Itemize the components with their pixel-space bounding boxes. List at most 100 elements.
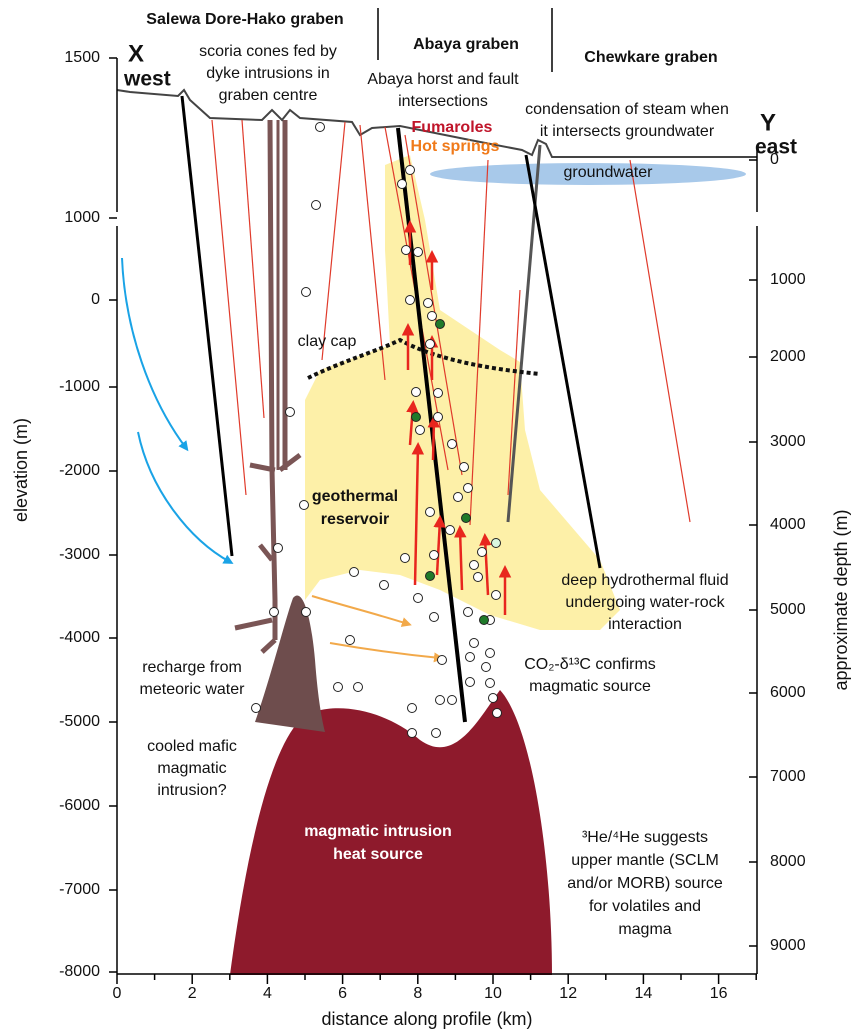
sample-point [270,608,279,617]
groundwater-label: groundwater [564,164,654,181]
sample-point [408,704,417,713]
annotation: for volatiles and [589,898,701,915]
sample-point [406,296,415,305]
sample-point [416,426,425,435]
sample-point [252,704,261,713]
annotation: graben centre [219,87,318,104]
depth-axis-title: approximate depth (m) [831,509,851,690]
sample-point [478,548,487,557]
y-tick-label: 1500 [64,49,100,66]
sample-point [428,312,437,321]
sample-point [486,679,495,688]
x-tick-label: 6 [338,985,347,1002]
depth-tick-label: 4000 [770,516,806,533]
x-tick-label: 10 [484,985,502,1002]
annotation: magmatic [157,760,226,777]
y-tick-label: 0 [91,291,100,308]
x-axis-title: distance along profile (km) [321,1009,532,1029]
sample-point [470,639,479,648]
sample-point [446,526,455,535]
sample-point [274,544,283,553]
sample-point [482,663,491,672]
sample-point [426,508,435,517]
sample-point [398,180,407,189]
sample-point [493,709,502,718]
sample-point [412,388,421,397]
cross-section: 150010000-1000-2000-3000-4000-5000-6000-… [0,0,858,1034]
y-tick-label: -2000 [59,462,100,479]
depth-tick-label: 3000 [770,433,806,450]
x-tick-label: 16 [710,985,728,1002]
annotation: meteoric water [140,681,246,698]
sample-point [414,594,423,603]
sample-point [454,493,463,502]
annotation: dyke intrusions in [206,65,330,82]
sample-point [462,514,471,523]
sample-point [430,551,439,560]
annotation: heat source [333,846,423,863]
sample-point [334,683,343,692]
annotation: intersections [398,93,488,110]
annotation: condensation of steam when [525,101,729,118]
recharge-arrows [122,258,230,562]
x-tick-label: 12 [559,985,577,1002]
sample-point [380,581,389,590]
sample-point [302,608,311,617]
sample-point [402,246,411,255]
sample-point [464,608,473,617]
x-tick-label: 0 [113,985,122,1002]
x-tick-label: 8 [413,985,422,1002]
annotation: ³He/⁴He suggests [582,829,708,846]
sample-point [424,299,433,308]
sample-point [426,572,435,581]
sample-point [492,539,501,548]
cooled-intrusion [255,595,325,732]
y-tick-label: -3000 [59,546,100,563]
y-axis-title: elevation (m) [11,418,31,522]
profile-end: Y [760,109,776,136]
magma-flow-arrows [312,596,440,658]
annotation: undergoing water-rock [565,594,725,611]
graben-label: Salewa Dore-Hako graben [146,11,343,28]
sample-point [302,288,311,297]
annotation: Abaya horst and fault [367,71,519,88]
annotation: magma [618,921,671,938]
annotation: recharge from [142,659,242,676]
sample-point [434,389,443,398]
annotation: CO₂-δ¹³C confirms [524,656,656,673]
annotation: interaction [608,616,682,633]
sample-point [406,166,415,175]
graben-label: Abaya graben [413,36,519,53]
hot-springs-label: Hot springs [411,138,500,155]
sample-point [432,729,441,738]
depth-tick-label: 1000 [770,271,806,288]
sample-point [414,248,423,257]
sample-point [354,683,363,692]
annotation: cooled mafic [147,738,237,755]
annotation: upper mantle (SCLM [571,852,719,869]
depth-tick-label: 9000 [770,937,806,954]
sample-point [460,463,469,472]
sample-point [286,408,295,417]
y-tick-label: -5000 [59,713,100,730]
y-tick-label: -4000 [59,629,100,646]
reservoir [305,155,620,630]
depth-tick-label: 2000 [770,348,806,365]
sample-point [464,484,473,493]
sample-point [480,616,489,625]
annotation: magmatic intrusion [304,823,452,840]
y-tick-label: -7000 [59,881,100,898]
y-tick-label: -1000 [59,378,100,395]
annotation: deep hydrothermal fluid [561,572,728,589]
sample-point [312,201,321,210]
sample-point [466,678,475,687]
sample-point [434,413,443,422]
sample-point [408,729,417,738]
sample-point [436,320,445,329]
sample-point [448,696,457,705]
sample-point [486,649,495,658]
sample-point [448,440,457,449]
depth-tick-label: 5000 [770,601,806,618]
sample-point [316,123,325,132]
annotation: magmatic source [529,678,651,695]
